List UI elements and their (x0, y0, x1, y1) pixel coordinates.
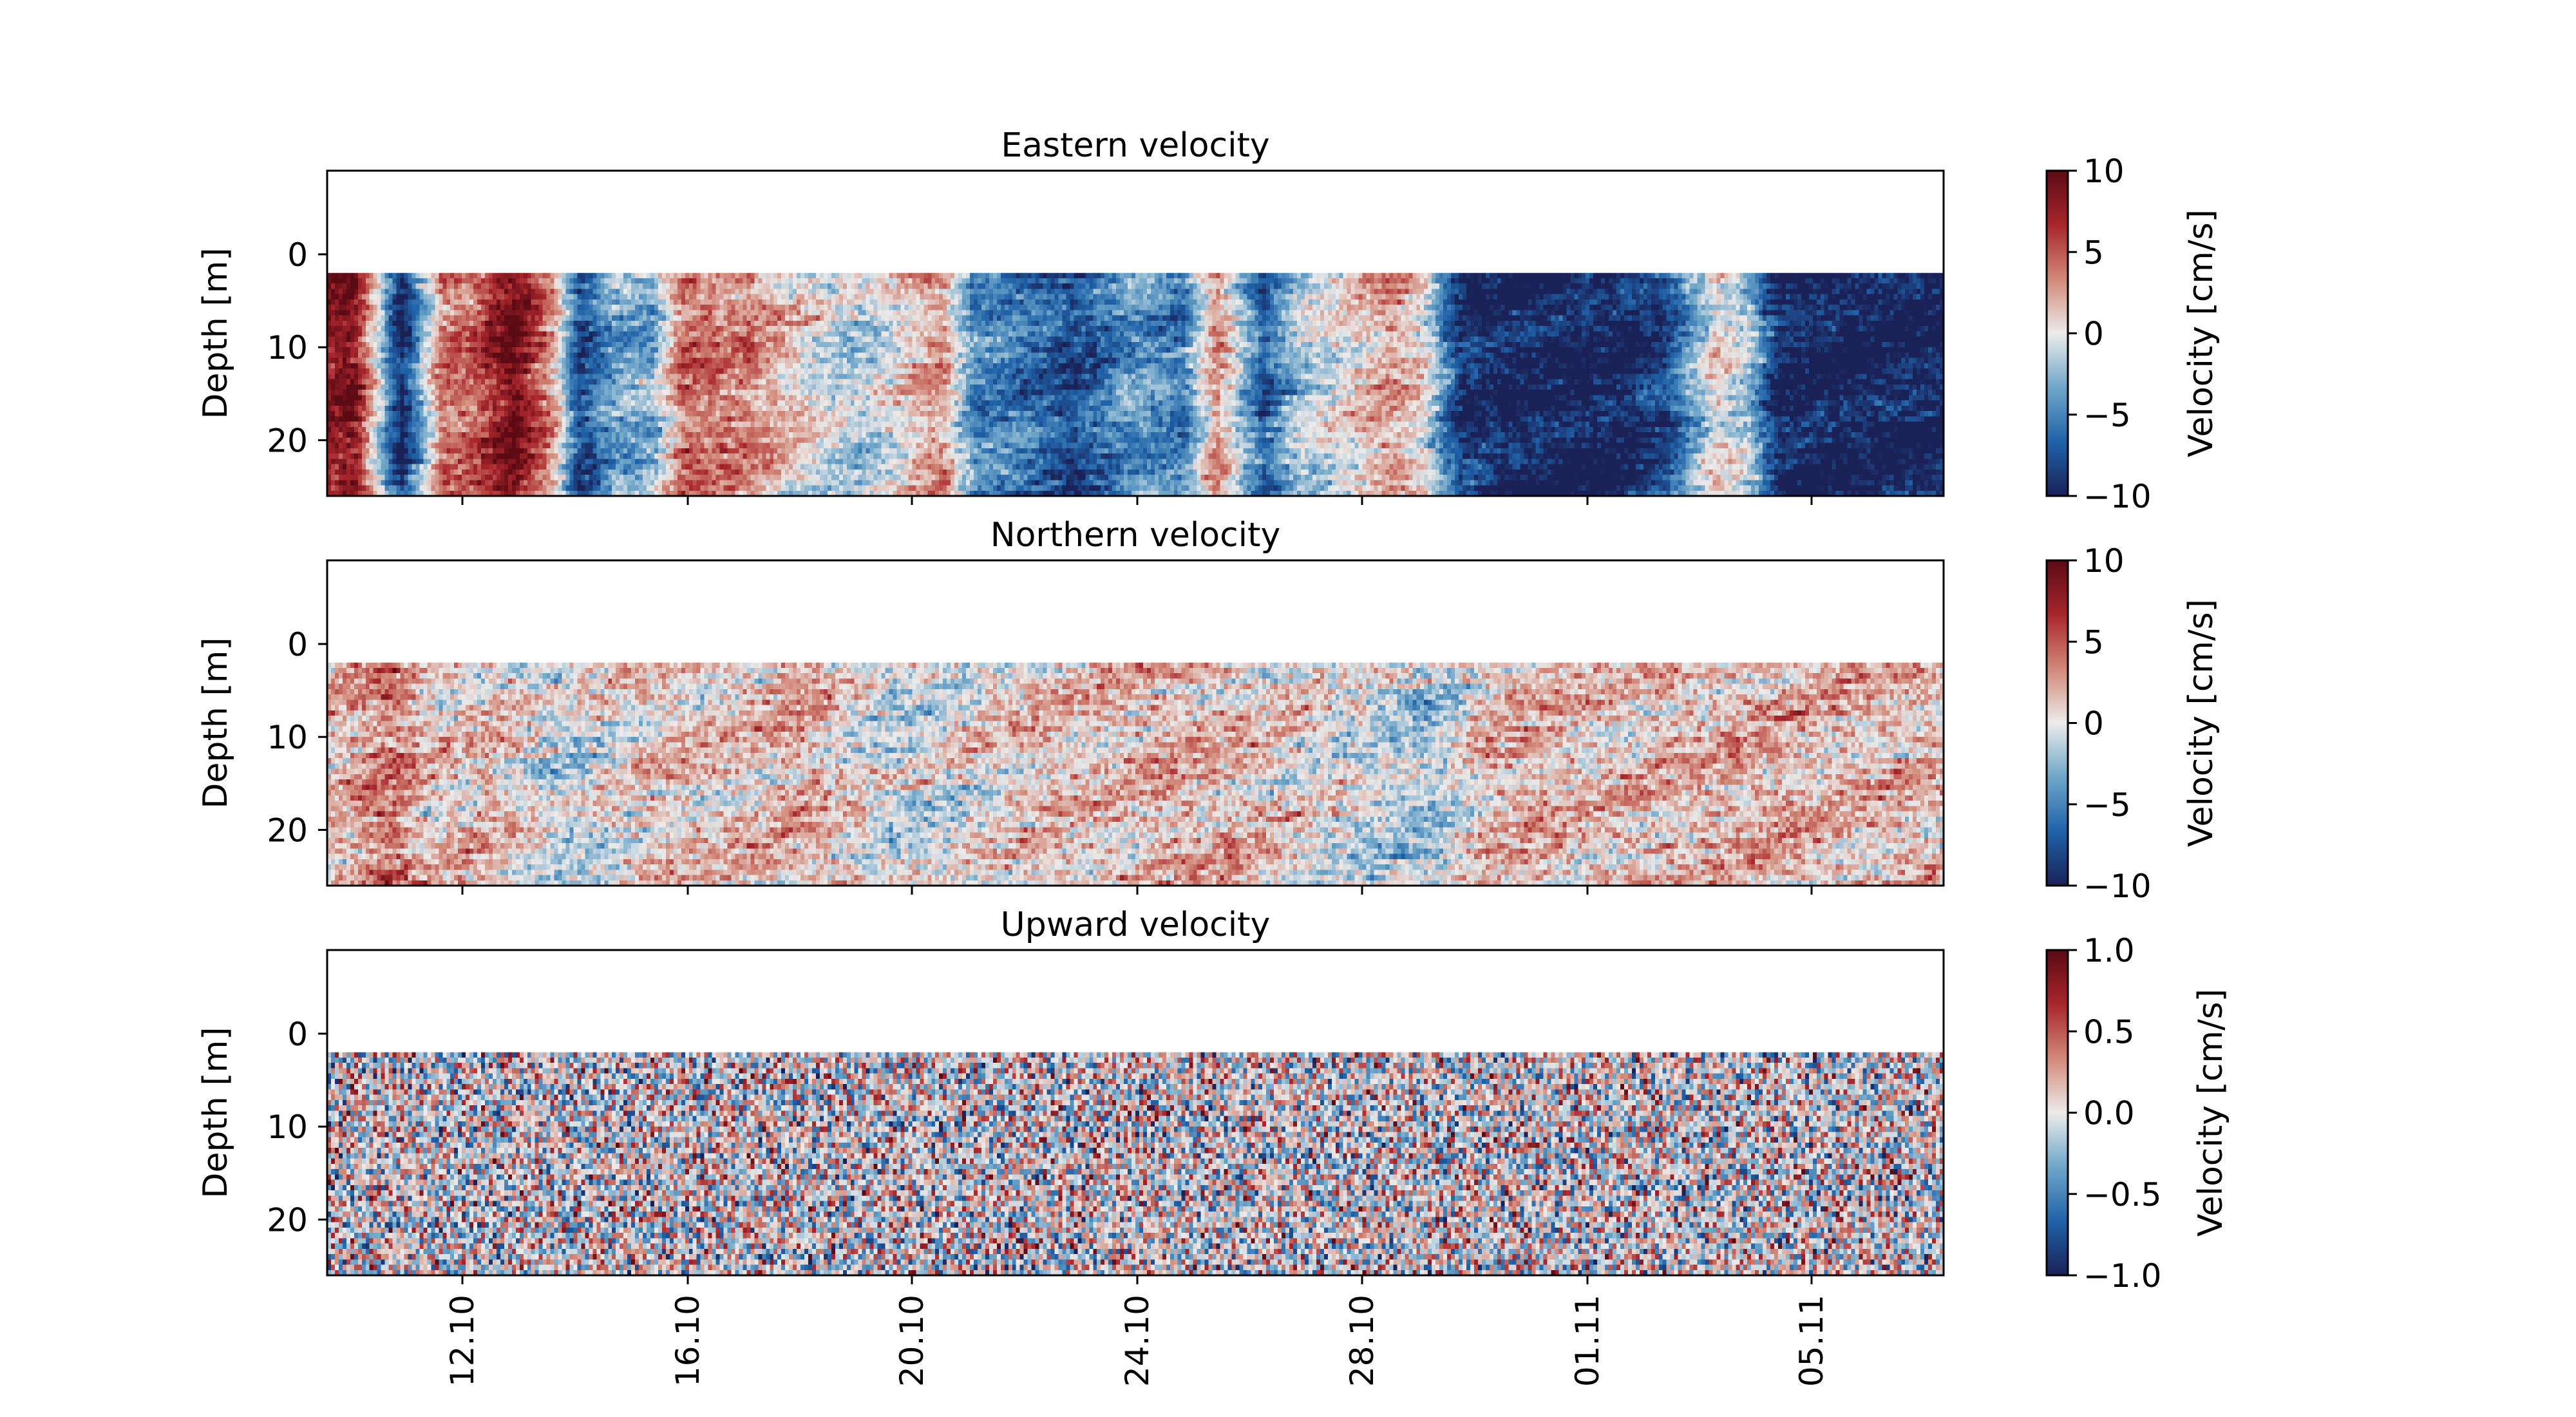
y-tick-label: 10 (267, 719, 308, 756)
y-tick-label: 20 (267, 1201, 308, 1239)
y-tick-label: 0 (287, 1016, 308, 1053)
x-tick-label: 24.10 (1119, 1295, 1156, 1387)
y-tick-label: 0 (287, 626, 308, 663)
y-axis-label: Depth [m] (196, 637, 235, 808)
y-axis-label: Depth [m] (196, 1027, 235, 1198)
colorbar-gradient (2047, 950, 2068, 1275)
colorbar-tick-label: −10 (2083, 868, 2152, 905)
panel-title: Eastern velocity (1001, 126, 1269, 165)
colorbar-label: Velocity [cm/s] (2182, 599, 2221, 847)
y-tick-label: 10 (267, 1108, 308, 1146)
y-tick-label: 0 (287, 236, 308, 274)
colorbar-tick-label: 1.0 (2083, 932, 2135, 969)
heatmap-image (327, 272, 1944, 496)
heatmap-image (327, 662, 1944, 886)
x-tick-label: 12.10 (444, 1295, 481, 1387)
panel-title: Northern velocity (990, 516, 1281, 555)
x-tick-label: 16.10 (669, 1295, 706, 1387)
axes-frame (326, 169, 1945, 497)
colorbar-tick-label: −0.5 (2083, 1176, 2161, 1213)
colorbar: 10 5 0 −5 −10 Velocity [cm/s] (2045, 153, 2221, 515)
x-tick-label: 28.10 (1343, 1295, 1381, 1387)
heatmap-image (327, 1052, 1944, 1275)
x-tick-label: 20.10 (893, 1295, 931, 1387)
axes-frame (326, 949, 1945, 1277)
colorbar-tick-label: −5 (2083, 786, 2131, 824)
colorbar: 10 5 0 −5 −10 Velocity [cm/s] (2045, 542, 2221, 905)
colorbar-tick-label: 0.0 (2083, 1095, 2135, 1132)
y-tick-label: 20 (267, 422, 308, 459)
y-axis-label: Depth [m] (196, 247, 235, 419)
colorbar-tick-label: 5 (2083, 623, 2104, 661)
colorbar-tick-label: 0.5 (2083, 1013, 2135, 1051)
colorbar-tick-label: −5 (2083, 397, 2131, 434)
panel-3: Upward velocity 0 10 20 Depth [m] 12.10 16.10 2… (196, 906, 2230, 1387)
panel-title: Upward velocity (1001, 906, 1271, 944)
y-tick-label: 10 (267, 329, 308, 366)
colorbar-tick-label: −10 (2083, 478, 2152, 515)
panel-2: Northern velocity 0 10 20 Depth [m] 10 5 0 −5 −10… (196, 516, 2221, 905)
x-tick-label: 01.11 (1569, 1295, 1606, 1387)
panel-1: Eastern velocity 0 10 20 Depth [m] 10 5 0 −5 −10 V… (196, 126, 2221, 515)
axes-frame (326, 559, 1945, 887)
colorbar-tick-label: 0 (2083, 316, 2104, 353)
colorbar-gradient (2047, 171, 2068, 496)
colorbar-tick-label: 0 (2083, 705, 2104, 743)
x-tick-label: 05.11 (1793, 1295, 1830, 1387)
colorbar-tick-label: 10 (2083, 542, 2125, 580)
colorbar-label: Velocity [cm/s] (2182, 209, 2221, 457)
y-tick-label: 20 (267, 812, 308, 849)
colorbar: 1.0 0.5 0.0 −0.5 −1.0 Velocity [cm/s] (2045, 932, 2230, 1295)
colorbar-tick-label: 10 (2083, 153, 2125, 190)
colorbar-gradient (2047, 560, 2068, 886)
colorbar-label: Velocity [cm/s] (2192, 989, 2230, 1237)
colorbar-tick-label: −1.0 (2083, 1257, 2161, 1295)
colorbar-tick-label: 5 (2083, 234, 2104, 271)
